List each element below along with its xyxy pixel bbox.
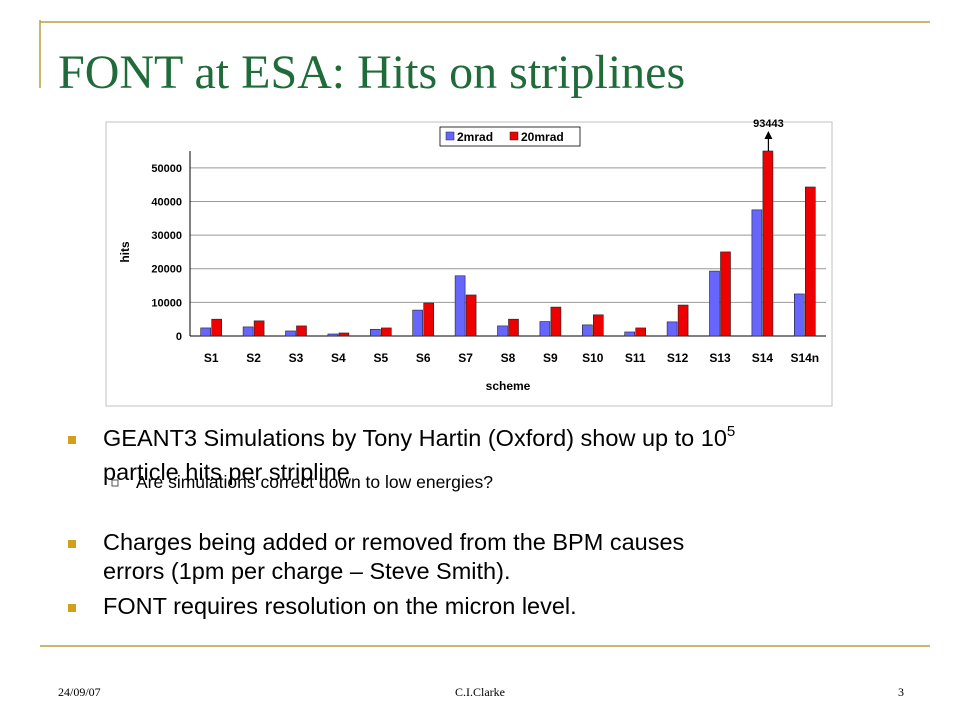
legend-label: 20mrad	[521, 130, 564, 144]
y-tick-label: 50000	[151, 163, 182, 175]
x-tick-label: S14n	[790, 351, 819, 365]
bullet-line: errors (1pm per charge – Steve Smith).	[103, 558, 511, 584]
bar	[762, 150, 774, 337]
bullet-line: Charges being added or removed from the …	[103, 529, 684, 555]
bar	[550, 306, 562, 337]
y-tick-label: 20000	[151, 264, 182, 276]
x-tick-label: S12	[667, 351, 689, 365]
bar	[369, 328, 381, 337]
bullet-text: errors (1pm per charge – Steve Smith).	[103, 558, 511, 584]
bullet-text: Charges being added or removed from the …	[103, 529, 684, 555]
bar	[200, 327, 211, 337]
bullet-text: particle hits per stripline	[103, 459, 350, 485]
bar	[751, 209, 763, 337]
bullet-marker	[68, 436, 76, 444]
footer-page: 3	[898, 685, 904, 699]
bar	[327, 333, 339, 337]
bar	[423, 302, 435, 337]
x-tick-label: S7	[458, 351, 473, 365]
legend-label: 2mrad	[457, 130, 493, 144]
y-tick-label: 10000	[151, 297, 182, 309]
x-tick-label: S11	[625, 351, 646, 365]
bar	[720, 251, 731, 337]
x-tick-label: S3	[289, 351, 304, 365]
bullet-line: FONT requires resolution on the micron l…	[103, 593, 577, 619]
x-tick-label: S1	[204, 351, 219, 365]
sub-bullet-text: Are simulations correct down to low ener…	[136, 472, 493, 492]
bar	[296, 325, 307, 337]
bar	[581, 324, 593, 337]
bar	[253, 320, 265, 337]
bar	[242, 326, 254, 337]
bar	[465, 294, 477, 337]
bar	[635, 327, 647, 337]
bar	[666, 321, 678, 337]
bar	[709, 270, 720, 337]
x-tick-label: S9	[543, 351, 558, 365]
bar	[412, 309, 424, 337]
bullet-line: GEANT3 Simulations by Tony Hartin (Oxfor…	[103, 425, 727, 451]
bullet-text: FONT requires resolution on the micron l…	[103, 593, 577, 619]
bar	[211, 318, 222, 337]
y-axis-label: hits	[118, 241, 132, 263]
footer-author: C.I.Clarke	[455, 685, 505, 699]
bullet-text: GEANT3 Simulations by Tony Hartin (Oxfor…	[103, 423, 735, 451]
bar	[380, 327, 392, 337]
bar	[539, 321, 551, 337]
slide-title: FONT at ESA: Hits on striplines	[58, 46, 685, 99]
chart-frame	[105, 121, 833, 407]
bar	[624, 331, 636, 337]
x-tick-label: S2	[246, 351, 261, 365]
footer-date: 24/09/07	[58, 685, 101, 699]
superscript: 5	[727, 423, 735, 440]
bar	[285, 330, 296, 337]
bullet-marker	[68, 604, 76, 612]
bar	[497, 325, 508, 337]
x-tick-label: S14	[752, 351, 774, 365]
bar	[338, 332, 350, 337]
x-tick-label: S13	[709, 351, 731, 365]
bar	[677, 304, 689, 337]
y-tick-label: 0	[176, 331, 182, 343]
bar	[454, 275, 466, 337]
bar	[793, 293, 805, 337]
x-tick-label: S10	[582, 351, 604, 365]
x-axis-label: scheme	[486, 379, 531, 393]
legend-swatch	[445, 131, 455, 141]
sub-bullet-marker	[111, 479, 119, 487]
y-tick-label: 40000	[151, 196, 182, 208]
overflow-arrowhead	[764, 131, 773, 139]
x-tick-label: S4	[331, 351, 346, 365]
x-tick-label: S8	[501, 351, 516, 365]
x-tick-label: S5	[373, 351, 388, 365]
x-tick-label: S6	[416, 351, 431, 365]
legend-swatch	[509, 131, 519, 141]
bullet-marker	[68, 540, 76, 548]
bar	[592, 314, 604, 337]
bar	[508, 318, 519, 337]
bar	[804, 186, 816, 337]
value-label: 93443	[753, 118, 784, 130]
y-tick-label: 30000	[151, 230, 182, 242]
